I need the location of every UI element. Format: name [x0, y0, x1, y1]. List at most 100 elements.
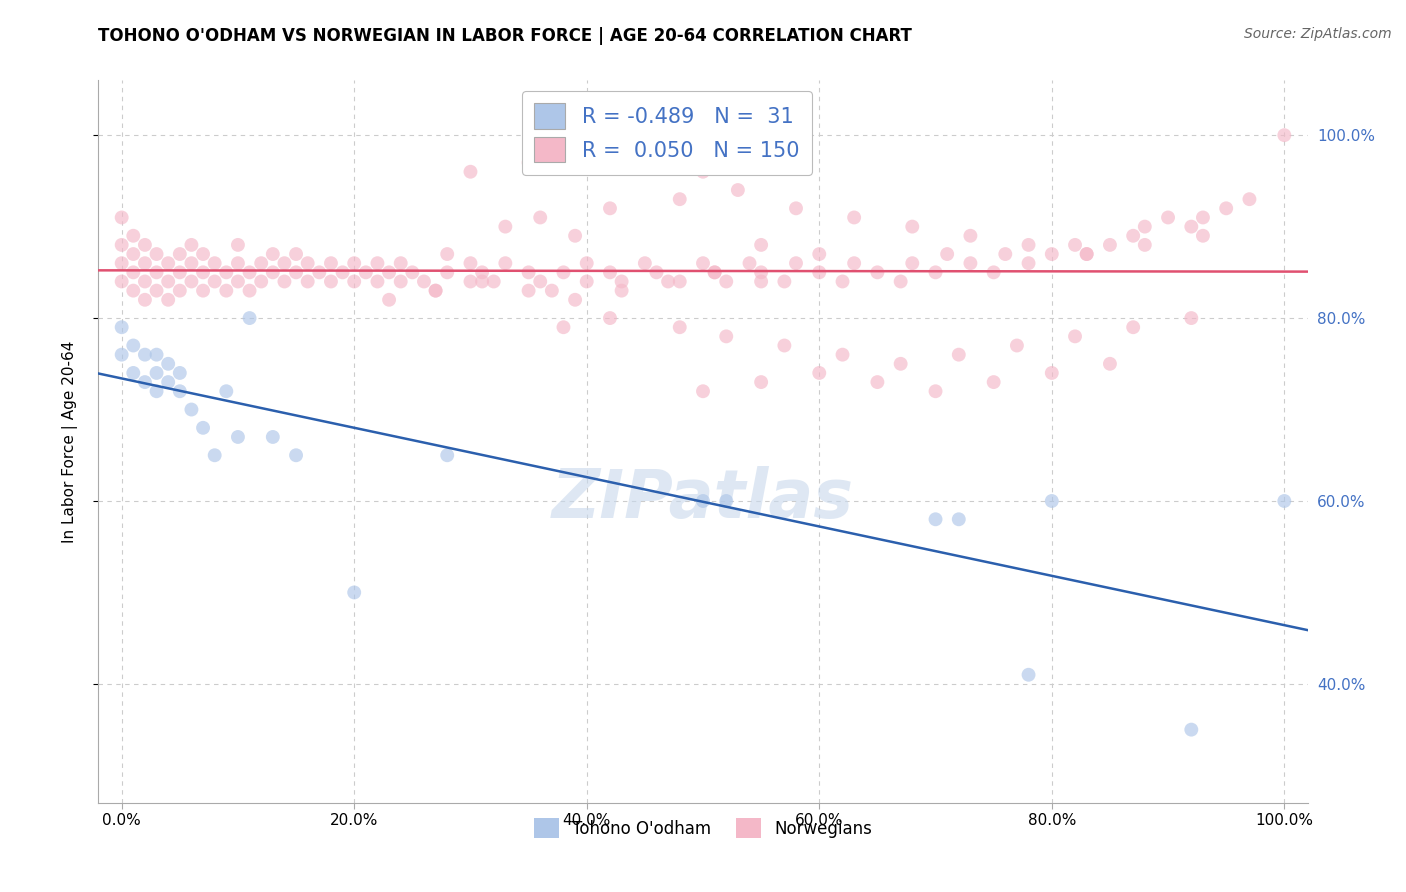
Point — [226, 256, 249, 270]
Point — [948, 348, 970, 362]
Point — [122, 247, 145, 261]
Point — [1122, 320, 1144, 334]
Point — [553, 265, 575, 279]
Point — [517, 265, 540, 279]
Point — [134, 238, 156, 252]
Point — [157, 293, 180, 307]
Point — [599, 311, 621, 326]
Point — [1040, 494, 1063, 508]
Point — [226, 275, 249, 289]
Point — [169, 384, 191, 399]
Point — [692, 384, 714, 399]
Point — [959, 228, 981, 243]
Point — [634, 256, 657, 270]
Point — [366, 256, 388, 270]
Point — [226, 238, 249, 252]
Point — [844, 211, 866, 225]
Point — [749, 238, 772, 252]
Point — [1040, 247, 1063, 261]
Point — [1180, 723, 1202, 737]
Point — [226, 430, 249, 444]
Point — [494, 256, 516, 270]
Point — [1192, 211, 1215, 225]
Point — [983, 375, 1005, 389]
Point — [191, 265, 214, 279]
Point — [191, 421, 214, 435]
Point — [145, 366, 167, 380]
Point — [1098, 238, 1121, 252]
Point — [145, 348, 167, 362]
Point — [297, 275, 319, 289]
Point — [529, 275, 551, 289]
Point — [703, 265, 725, 279]
Point — [482, 275, 505, 289]
Point — [901, 256, 924, 270]
Point — [1098, 357, 1121, 371]
Point — [134, 375, 156, 389]
Point — [773, 338, 796, 352]
Point — [262, 247, 284, 261]
Point — [215, 265, 238, 279]
Point — [425, 284, 447, 298]
Point — [191, 247, 214, 261]
Point — [749, 265, 772, 279]
Point — [716, 329, 738, 343]
Text: TOHONO O'ODHAM VS NORWEGIAN IN LABOR FORCE | AGE 20-64 CORRELATION CHART: TOHONO O'ODHAM VS NORWEGIAN IN LABOR FOR… — [98, 27, 912, 45]
Point — [716, 494, 738, 508]
Point — [924, 384, 946, 399]
Point — [890, 357, 912, 371]
Point — [122, 265, 145, 279]
Point — [1076, 247, 1098, 261]
Point — [901, 219, 924, 234]
Point — [668, 320, 690, 334]
Point — [157, 275, 180, 289]
Point — [1272, 128, 1295, 143]
Point — [808, 366, 831, 380]
Point — [517, 284, 540, 298]
Point — [727, 183, 749, 197]
Point — [191, 284, 214, 298]
Point — [239, 265, 262, 279]
Point — [599, 265, 621, 279]
Point — [1064, 238, 1087, 252]
Point — [436, 265, 458, 279]
Point — [668, 192, 690, 206]
Point — [692, 165, 714, 179]
Point — [111, 275, 134, 289]
Point — [413, 275, 436, 289]
Point — [239, 284, 262, 298]
Point — [285, 247, 308, 261]
Point — [575, 146, 598, 161]
Point — [343, 585, 366, 599]
Point — [494, 219, 516, 234]
Point — [936, 247, 959, 261]
Point — [1122, 228, 1144, 243]
Point — [959, 256, 981, 270]
Point — [785, 202, 807, 216]
Point — [1018, 667, 1040, 681]
Point — [273, 275, 295, 289]
Point — [180, 402, 202, 417]
Point — [169, 366, 191, 380]
Point — [890, 275, 912, 289]
Point — [111, 238, 134, 252]
Point — [204, 256, 226, 270]
Point — [866, 375, 889, 389]
Y-axis label: In Labor Force | Age 20-64: In Labor Force | Age 20-64 — [62, 341, 77, 542]
Point — [134, 293, 156, 307]
Point — [169, 247, 191, 261]
Point — [180, 238, 202, 252]
Point — [239, 311, 262, 326]
Point — [285, 265, 308, 279]
Point — [1076, 247, 1098, 261]
Point — [610, 284, 633, 298]
Point — [749, 375, 772, 389]
Point — [436, 448, 458, 462]
Point — [401, 265, 423, 279]
Point — [122, 228, 145, 243]
Point — [134, 348, 156, 362]
Point — [285, 448, 308, 462]
Point — [122, 338, 145, 352]
Point — [575, 275, 598, 289]
Point — [122, 366, 145, 380]
